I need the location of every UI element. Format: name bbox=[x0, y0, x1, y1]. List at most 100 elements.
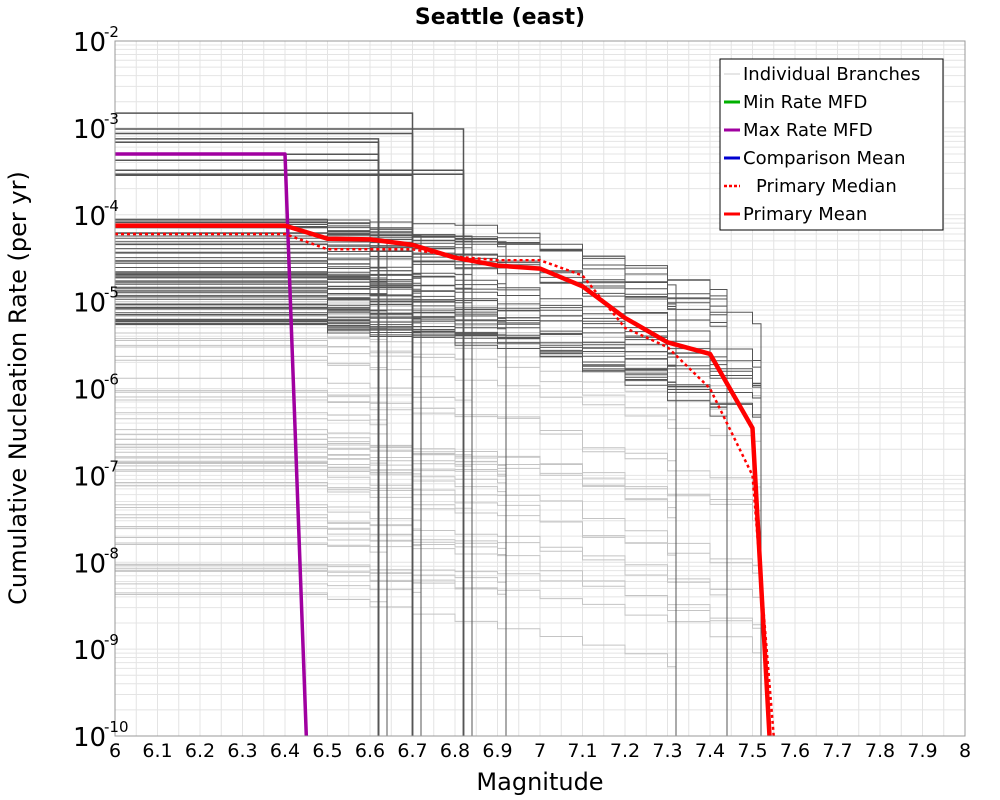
x-tick-label: 7.4 bbox=[695, 740, 725, 762]
x-tick-label: 6.4 bbox=[270, 740, 300, 762]
branch-line bbox=[115, 287, 762, 736]
branch-line bbox=[115, 457, 388, 736]
y-tick-exponent: -3 bbox=[104, 110, 119, 128]
x-tick-label: 6.5 bbox=[312, 740, 342, 762]
branch-line bbox=[115, 465, 507, 736]
branch-line bbox=[115, 257, 677, 736]
branch-line bbox=[115, 537, 507, 736]
legend-label: Min Rate MFD bbox=[743, 92, 867, 113]
branch-line bbox=[115, 218, 677, 736]
branch-line bbox=[115, 132, 414, 736]
branch-line bbox=[115, 594, 677, 736]
x-tick-label: 6.1 bbox=[142, 740, 172, 762]
branch-line bbox=[115, 282, 388, 736]
x-tick-label: 7 bbox=[534, 740, 546, 762]
x-axis-label: Magnitude bbox=[476, 768, 603, 796]
branch-line bbox=[115, 592, 388, 736]
x-tick-label: 6.8 bbox=[440, 740, 470, 762]
primary-mean-line bbox=[115, 223, 772, 737]
branch-line bbox=[115, 274, 388, 736]
y-tick-label: 10 bbox=[73, 549, 106, 579]
x-tick-label: 6.7 bbox=[397, 740, 427, 762]
y-tick-exponent: -10 bbox=[104, 718, 129, 736]
max-rate-mfd-line bbox=[115, 152, 309, 737]
x-tick-label: 7.5 bbox=[737, 740, 767, 762]
branch-line bbox=[115, 277, 677, 736]
y-tick-label: 10 bbox=[73, 723, 106, 753]
branch-line bbox=[115, 418, 388, 736]
x-tick-labels: 6 6.1 6.2 6.3 6.4 6.5 6.6 6.7 6.8 6.9 7 7.1 7.2 7.3 7.… bbox=[109, 740, 971, 762]
x-tick-label: 8 bbox=[959, 740, 971, 762]
y-tick-label: 10 bbox=[73, 289, 106, 319]
branch-line bbox=[115, 318, 762, 736]
branch-line bbox=[115, 470, 762, 736]
branch-line bbox=[115, 232, 473, 736]
legend-box bbox=[719, 58, 944, 231]
x-tick-label: 7.8 bbox=[865, 740, 895, 762]
legend-label: Comparison Mean bbox=[743, 148, 906, 169]
branch-line bbox=[115, 412, 388, 736]
y-tick-label: 10 bbox=[73, 28, 106, 58]
branch-line bbox=[115, 303, 762, 736]
y-tick-exponent: -8 bbox=[104, 544, 119, 562]
y-tick-exponent: -6 bbox=[104, 371, 119, 389]
y-tick-label: 10 bbox=[73, 462, 106, 492]
branch-line bbox=[115, 298, 507, 736]
x-tick-label: 7.3 bbox=[652, 740, 682, 762]
branch-line bbox=[115, 389, 388, 736]
y-tick-exponent: -7 bbox=[104, 457, 119, 475]
branch-line bbox=[115, 112, 414, 736]
branch-line bbox=[115, 267, 507, 736]
y-tick-label: 10 bbox=[73, 202, 106, 232]
x-tick-label: 7.2 bbox=[610, 740, 640, 762]
legend: Individual Branches Min Rate MFD Max Rate … bbox=[719, 58, 944, 231]
branch-line bbox=[115, 399, 762, 736]
branch-line bbox=[115, 138, 380, 736]
branch-line bbox=[115, 296, 388, 736]
branch-line bbox=[115, 324, 677, 736]
branch-line bbox=[115, 222, 473, 736]
legend-label: Primary Median bbox=[756, 176, 897, 197]
y-tick-exponent: -4 bbox=[104, 197, 119, 215]
x-tick-label: 6.2 bbox=[185, 740, 215, 762]
branch-line bbox=[115, 570, 507, 736]
x-tick-label: 7.6 bbox=[780, 740, 810, 762]
x-tick-label: 6.6 bbox=[355, 740, 385, 762]
chart-title: Seattle (east) bbox=[415, 5, 585, 30]
legend-label: Individual Branches bbox=[743, 64, 920, 85]
y-tick-exponent: -2 bbox=[104, 23, 119, 41]
branch-line bbox=[115, 141, 380, 736]
branch-line bbox=[115, 564, 762, 736]
branch-line bbox=[115, 485, 677, 736]
primary-median-line bbox=[115, 232, 775, 737]
branch-line bbox=[115, 504, 762, 736]
legend-label: Primary Mean bbox=[743, 204, 867, 225]
y-tick-label: 10 bbox=[73, 636, 106, 666]
branch-line bbox=[115, 429, 388, 736]
branch-line bbox=[115, 355, 388, 736]
branch-line bbox=[115, 391, 473, 736]
x-tick-label: 7.9 bbox=[907, 740, 937, 762]
branch-line bbox=[115, 274, 388, 736]
y-tick-exponent: -9 bbox=[104, 631, 119, 649]
branch-line bbox=[115, 128, 465, 736]
plot-frame bbox=[114, 40, 966, 737]
branch-line bbox=[115, 232, 728, 736]
x-tick-label: 7.7 bbox=[822, 740, 852, 762]
x-tick-label: 6.9 bbox=[482, 740, 512, 762]
y-axis-label: Cumulative Nucleation Rate (per yr) bbox=[4, 171, 32, 605]
x-tick-label: 6 bbox=[109, 740, 121, 762]
y-tick-exponent: -5 bbox=[104, 284, 119, 302]
branch-line bbox=[115, 544, 388, 736]
series-lines bbox=[115, 152, 775, 737]
x-tick-label: 6.3 bbox=[227, 740, 257, 762]
branch-line bbox=[115, 359, 762, 736]
y-tick-label: 10 bbox=[73, 376, 106, 406]
branch-line bbox=[115, 434, 762, 736]
y-tick-label: 10 bbox=[73, 115, 106, 145]
branch-line bbox=[115, 438, 677, 736]
branch-line bbox=[115, 173, 465, 736]
x-tick-label: 7.1 bbox=[567, 740, 597, 762]
